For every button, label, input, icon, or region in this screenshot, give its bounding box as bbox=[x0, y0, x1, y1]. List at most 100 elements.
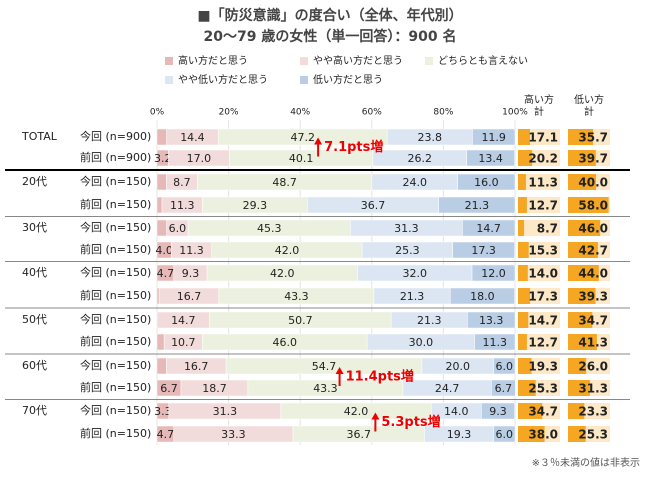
total-value: 19.3 bbox=[528, 360, 558, 374]
value-label: 14.7 bbox=[171, 314, 196, 327]
total-value: 58.0 bbox=[578, 199, 608, 213]
bar-segment bbox=[156, 287, 160, 305]
total-value: 42.7 bbox=[578, 244, 608, 258]
annotation-arrowhead bbox=[371, 412, 380, 420]
group-label: TOTAL bbox=[21, 130, 58, 143]
value-label: 4.0 bbox=[155, 244, 173, 257]
annotation: 7.1pts増 bbox=[324, 139, 383, 155]
value-label: 54.7 bbox=[312, 360, 337, 373]
total-bar bbox=[568, 334, 597, 350]
row-label: 今回 (n=150) bbox=[80, 358, 151, 372]
value-label: 8.7 bbox=[173, 176, 191, 189]
value-label: 6.0 bbox=[496, 428, 514, 441]
value-label: 16.0 bbox=[474, 176, 499, 189]
total-bar bbox=[568, 358, 587, 374]
total-bar bbox=[518, 426, 545, 442]
bar-segment bbox=[466, 149, 515, 167]
total-value: 25.3 bbox=[528, 382, 558, 396]
value-label: 42.0 bbox=[275, 244, 300, 257]
row-label: 今回 (n=900) bbox=[80, 129, 151, 143]
bar-segment bbox=[474, 333, 516, 351]
value-label: 18.7 bbox=[202, 382, 227, 395]
row-label: 前回 (n=150) bbox=[80, 426, 151, 440]
legend-swatch bbox=[165, 57, 173, 65]
total-value: 25.3 bbox=[578, 428, 608, 442]
value-label: 32.0 bbox=[403, 267, 428, 280]
value-label: 47.2 bbox=[290, 131, 315, 144]
group-label: 60代 bbox=[22, 359, 47, 372]
legend-label: 高い方だと思う bbox=[178, 54, 248, 67]
total-header: 高い方計 bbox=[524, 95, 554, 118]
total-value: 12.7 bbox=[528, 199, 558, 213]
value-label: 40.1 bbox=[289, 152, 314, 165]
value-label: 36.7 bbox=[346, 428, 371, 441]
value-label: 21.3 bbox=[465, 199, 490, 212]
x-tick-label: 0% bbox=[150, 108, 165, 118]
value-label: 14.0 bbox=[444, 405, 469, 418]
value-label: 23.8 bbox=[418, 131, 443, 144]
bar-segment bbox=[156, 173, 167, 191]
total-value: 41.3 bbox=[578, 336, 608, 350]
value-label: 25.3 bbox=[395, 244, 420, 257]
total-bar bbox=[518, 150, 533, 166]
total-bar bbox=[568, 403, 585, 419]
value-label: 43.3 bbox=[284, 290, 309, 303]
row-label: 前回 (n=150) bbox=[80, 242, 151, 256]
total-bar bbox=[518, 380, 536, 396]
total-bar bbox=[518, 220, 525, 236]
bar-segment bbox=[156, 128, 167, 146]
note: ※３％未満の値は非表示 bbox=[532, 456, 640, 469]
x-tick-label: 20% bbox=[219, 108, 239, 118]
legend-swatch bbox=[165, 76, 173, 84]
bar-segment bbox=[156, 196, 163, 214]
value-label: 3.2 bbox=[154, 152, 172, 165]
group-label: 70代 bbox=[22, 404, 47, 417]
total-bar-bg bbox=[518, 312, 560, 328]
chart-subtitle: 20～79 歳の女性（単一回答）：900 名 bbox=[204, 28, 457, 45]
value-label: 33.3 bbox=[221, 428, 246, 441]
total-value: 20.2 bbox=[528, 152, 558, 166]
total-value: 40.0 bbox=[578, 176, 608, 190]
group-label: 50代 bbox=[22, 313, 47, 326]
bar-segment bbox=[156, 333, 165, 351]
value-label: 18.0 bbox=[470, 290, 495, 303]
legend-label: どちらとも言えない bbox=[438, 54, 528, 67]
value-label: 19.3 bbox=[447, 428, 472, 441]
total-value: 11.3 bbox=[528, 176, 558, 190]
bar-segment bbox=[438, 196, 516, 214]
total-value: 31.3 bbox=[578, 382, 608, 396]
total-bar bbox=[518, 265, 528, 281]
x-tick-label: 80% bbox=[433, 108, 453, 118]
total-value: 14.7 bbox=[528, 314, 558, 328]
legend-label: やや低い方だと思う bbox=[178, 73, 268, 86]
annotation-arrowhead bbox=[314, 137, 323, 145]
value-label: 17.3 bbox=[471, 244, 496, 257]
total-bar-bg bbox=[518, 197, 560, 213]
total-bar bbox=[518, 129, 530, 145]
value-label: 50.7 bbox=[288, 314, 313, 327]
legend-swatch bbox=[300, 76, 308, 84]
row-label: 今回 (n=150) bbox=[80, 403, 151, 417]
value-label: 6.0 bbox=[169, 222, 187, 235]
bar-segment bbox=[457, 173, 516, 191]
total-header: 低い方計 bbox=[574, 95, 604, 118]
value-label: 13.3 bbox=[479, 314, 504, 327]
bar-segment bbox=[462, 219, 516, 237]
total-value: 8.7 bbox=[537, 222, 558, 236]
total-value: 39.3 bbox=[578, 290, 608, 304]
value-label: 29.3 bbox=[243, 199, 268, 212]
value-label: 17.0 bbox=[187, 152, 212, 165]
value-label: 31.3 bbox=[394, 222, 419, 235]
value-label: 11.9 bbox=[481, 131, 506, 144]
total-bar bbox=[518, 334, 527, 350]
total-bar-bg bbox=[518, 174, 560, 190]
value-label: 4.7 bbox=[157, 428, 175, 441]
value-label: 42.0 bbox=[270, 267, 295, 280]
value-label: 24.7 bbox=[435, 382, 460, 395]
value-label: 6.7 bbox=[160, 382, 178, 395]
value-label: 21.3 bbox=[417, 314, 442, 327]
total-value: 39.7 bbox=[578, 152, 608, 166]
row-label: 今回 (n=150) bbox=[80, 265, 151, 279]
value-label: 26.2 bbox=[408, 152, 433, 165]
